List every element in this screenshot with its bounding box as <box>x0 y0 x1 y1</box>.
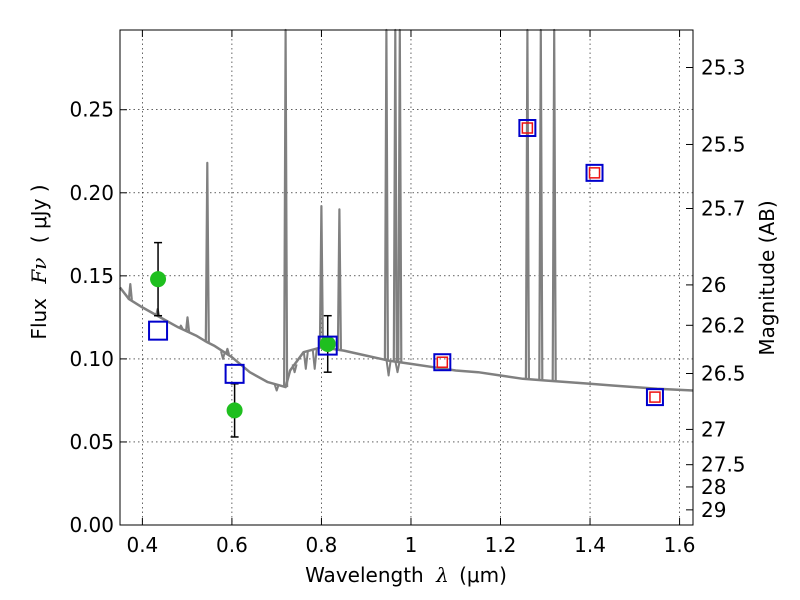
y2-tick-label: 26.2 <box>701 313 746 337</box>
model-ir-point-outer <box>518 119 537 138</box>
x-tick-label: 1 <box>405 533 418 557</box>
spectrum-emission-line <box>318 205 324 348</box>
model-ir-point-inner <box>521 122 534 134</box>
y2-tick-label: 25.7 <box>701 196 746 220</box>
model-point <box>317 335 338 356</box>
spectrum-continuum <box>119 286 694 392</box>
y2-tick-label: 29 <box>701 498 726 522</box>
spectrum-absorption-dip <box>311 348 318 370</box>
model-point <box>224 363 245 384</box>
spectrum-emission-line <box>224 347 230 355</box>
x-axis-title: Wavelength λ (μm) <box>305 563 507 587</box>
model-ir-point-inner <box>588 167 601 179</box>
y2-axis-title: Magnitude (AB) <box>755 200 779 355</box>
y-axis-title-symbol: Fν <box>27 258 51 285</box>
y2-tick-label: 26 <box>701 273 726 297</box>
x-tick-label: 1.4 <box>574 533 606 557</box>
x-tick-label: 1.6 <box>664 533 696 557</box>
y-axis-title-unit: ( μJy ) <box>27 184 51 243</box>
plot-frame <box>119 29 694 526</box>
y2-tick-label: 26.5 <box>701 362 746 386</box>
spectrum-absorption-dip <box>302 351 309 370</box>
model-ir-point-outer <box>585 163 604 182</box>
spectrum-absorption-dip <box>273 384 280 392</box>
x-axis-title-prefix: Wavelength <box>305 563 424 587</box>
grid-lines <box>120 30 693 525</box>
x-tick-label: 0.8 <box>306 533 338 557</box>
y-tick-label: 0.15 <box>69 264 114 288</box>
observed-point <box>226 402 243 419</box>
y2-tick-label: 25.5 <box>701 132 746 156</box>
y2-tick-label: 25.3 <box>701 56 746 80</box>
model-point <box>148 320 169 341</box>
y-tick-label: 0.20 <box>69 181 114 205</box>
y-tick-label: 0.10 <box>69 347 114 371</box>
x-tick-label: 1.2 <box>485 533 517 557</box>
model-ir-point-outer <box>433 353 452 372</box>
spectrum-emission-line <box>336 208 342 350</box>
y-tick-label: 0.05 <box>69 430 114 454</box>
spectrum-absorption-dip <box>220 351 226 360</box>
y-axis-title-prefix: Flux <box>27 298 51 340</box>
spectrum-absorption-dip <box>291 364 298 374</box>
y-tick-label: 0.00 <box>69 513 114 537</box>
y2-tick-label: 27 <box>701 417 726 441</box>
spectrum-emission-line <box>184 316 191 332</box>
spectrum-emission-line <box>127 283 133 301</box>
model-ir-point-inner <box>649 391 661 403</box>
model-ir-point-outer <box>645 388 664 407</box>
spectrum-absorption-dip <box>385 360 392 377</box>
x-tick-label: 0.6 <box>216 533 248 557</box>
x-axis-title-symbol: λ <box>435 563 449 587</box>
photometry-markers <box>148 119 664 438</box>
spectrum-emission-line <box>204 161 210 343</box>
y-axis-title: Flux Fν ( μJy ) <box>27 184 51 339</box>
x-tick-label: 0.4 <box>126 533 158 557</box>
x-axis-title-unit: (μm) <box>459 563 507 587</box>
observed-point <box>150 271 167 288</box>
observed-point <box>319 335 336 352</box>
spectrum-emission-line <box>178 324 184 330</box>
spectrum-absorption-dip <box>394 361 401 374</box>
model-ir-point-inner <box>436 356 449 368</box>
y2-tick-label: 27.5 <box>701 453 746 477</box>
y-tick-label: 0.25 <box>69 98 114 122</box>
axis-ticks: 0.4 0.6 0.8 1 1.2 1.4 1.6 0.00 0.05 0.10 0.15 0.20 0… <box>69 30 746 557</box>
y2-tick-label: 28 <box>701 475 726 499</box>
